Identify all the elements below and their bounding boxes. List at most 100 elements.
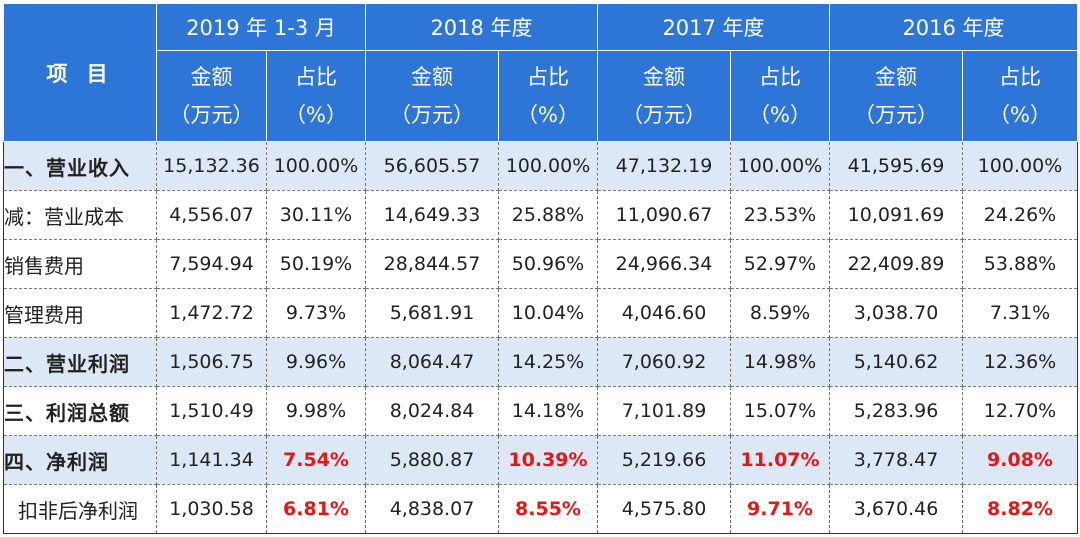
table-row-selling-expense: 销售费用 7,594.94 50.19% 28,844.57 50.96% 24… bbox=[3, 239, 1078, 289]
cell-amount: 5,140.62 bbox=[829, 337, 963, 387]
cell-amount: 3,778.47 bbox=[829, 435, 963, 485]
cell-ratio: 100.00% bbox=[266, 141, 366, 191]
header-item: 项 目 bbox=[3, 3, 157, 142]
ratio-label: 占比 bbox=[999, 65, 1041, 89]
cell-amount: 8,064.47 bbox=[365, 337, 499, 387]
row-label: 二、营业利润 bbox=[3, 337, 157, 387]
header-amount: 金额 （万元） bbox=[156, 50, 267, 142]
header-period-2018: 2018 年度 bbox=[365, 3, 598, 51]
amount-label: 金额 bbox=[875, 65, 917, 89]
amount-unit: （万元） bbox=[622, 103, 706, 127]
header-amount: 金额 （万元） bbox=[597, 50, 731, 142]
table-row-total-profit: 三、利润总额 1,510.49 9.98% 8,024.84 14.18% 7,… bbox=[3, 386, 1078, 436]
cell-ratio: 9.98% bbox=[266, 386, 366, 436]
cell-amount: 3,038.70 bbox=[829, 288, 963, 338]
cell-amount: 4,838.07 bbox=[365, 484, 499, 534]
amount-unit: （万元） bbox=[390, 103, 474, 127]
cell-ratio: 24.26% bbox=[962, 190, 1078, 240]
row-label: 一、营业收入 bbox=[3, 141, 157, 191]
cell-amount: 7,594.94 bbox=[156, 239, 267, 289]
cell-amount: 1,141.34 bbox=[156, 435, 267, 485]
cell-ratio: 100.00% bbox=[962, 141, 1078, 191]
ratio-label: 占比 bbox=[759, 65, 801, 89]
cell-amount: 14,649.33 bbox=[365, 190, 499, 240]
amount-label: 金额 bbox=[190, 65, 233, 89]
cell-amount: 7,101.89 bbox=[597, 386, 731, 436]
cell-ratio: 15.07% bbox=[730, 386, 830, 436]
financial-table: 项 目 2019 年 1-3 月 2018 年度 2017 年度 2016 年度… bbox=[3, 3, 1078, 534]
cell-ratio: 53.88% bbox=[962, 239, 1078, 289]
amount-label: 金额 bbox=[411, 65, 453, 89]
cell-ratio: 8.55% bbox=[498, 484, 598, 534]
cell-ratio: 14.98% bbox=[730, 337, 830, 387]
cell-amount: 8,024.84 bbox=[365, 386, 499, 436]
cell-ratio: 50.96% bbox=[498, 239, 598, 289]
cell-amount: 5,283.96 bbox=[829, 386, 963, 436]
row-label: 三、利润总额 bbox=[3, 386, 157, 436]
cell-amount: 7,060.92 bbox=[597, 337, 731, 387]
cell-ratio: 8.82% bbox=[962, 484, 1078, 534]
header-ratio: 占比 （%） bbox=[266, 50, 366, 142]
cell-amount: 5,681.91 bbox=[365, 288, 499, 338]
cell-ratio: 14.18% bbox=[498, 386, 598, 436]
cell-ratio: 7.31% bbox=[962, 288, 1078, 338]
cell-amount: 1,030.58 bbox=[156, 484, 267, 534]
cell-ratio: 6.81% bbox=[266, 484, 366, 534]
cell-amount: 22,409.89 bbox=[829, 239, 963, 289]
cell-amount: 28,844.57 bbox=[365, 239, 499, 289]
cell-amount: 5,219.66 bbox=[597, 435, 731, 485]
row-label: 扣非后净利润 bbox=[3, 484, 157, 534]
cell-ratio: 11.07% bbox=[730, 435, 830, 485]
table-row-adjusted-net-profit: 扣非后净利润 1,030.58 6.81% 4,838.07 8.55% 4,5… bbox=[3, 484, 1078, 534]
cell-amount: 47,132.19 bbox=[597, 141, 731, 191]
cell-ratio: 25.88% bbox=[498, 190, 598, 240]
cell-amount: 4,556.07 bbox=[156, 190, 267, 240]
row-label: 减：营业成本 bbox=[3, 190, 157, 240]
ratio-label: 占比 bbox=[295, 65, 337, 89]
cell-ratio: 8.59% bbox=[730, 288, 830, 338]
header-ratio: 占比 （%） bbox=[962, 50, 1078, 142]
cell-ratio: 10.04% bbox=[498, 288, 598, 338]
cell-amount: 4,575.80 bbox=[597, 484, 731, 534]
ratio-unit: （%） bbox=[749, 103, 811, 127]
ratio-unit: （%） bbox=[285, 103, 347, 127]
cell-ratio: 100.00% bbox=[730, 141, 830, 191]
header-period-2016: 2016 年度 bbox=[829, 3, 1078, 51]
ratio-unit: （%） bbox=[517, 103, 579, 127]
header-period-2019q1: 2019 年 1-3 月 bbox=[156, 3, 366, 51]
amount-unit: （万元） bbox=[854, 103, 938, 127]
table-row-revenue: 一、营业收入 15,132.36 100.00% 56,605.57 100.0… bbox=[3, 141, 1078, 191]
cell-ratio: 9.73% bbox=[266, 288, 366, 338]
cell-amount: 15,132.36 bbox=[156, 141, 267, 191]
table-row-operating-profit: 二、营业利润 1,506.75 9.96% 8,064.47 14.25% 7,… bbox=[3, 337, 1078, 387]
cell-amount: 11,090.67 bbox=[597, 190, 731, 240]
table-row-admin-expense: 管理费用 1,472.72 9.73% 5,681.91 10.04% 4,04… bbox=[3, 288, 1078, 338]
cell-amount: 1,506.75 bbox=[156, 337, 267, 387]
ratio-unit: （%） bbox=[989, 103, 1051, 127]
cell-ratio: 9.08% bbox=[962, 435, 1078, 485]
cell-amount: 56,605.57 bbox=[365, 141, 499, 191]
cell-amount: 4,046.60 bbox=[597, 288, 731, 338]
cell-amount: 10,091.69 bbox=[829, 190, 963, 240]
header-ratio: 占比 （%） bbox=[498, 50, 598, 142]
cell-amount: 24,966.34 bbox=[597, 239, 731, 289]
table-row-cost: 减：营业成本 4,556.07 30.11% 14,649.33 25.88% … bbox=[3, 190, 1078, 240]
header-period-2017: 2017 年度 bbox=[597, 3, 830, 51]
cell-amount: 3,670.46 bbox=[829, 484, 963, 534]
cell-ratio: 14.25% bbox=[498, 337, 598, 387]
cell-ratio: 10.39% bbox=[498, 435, 598, 485]
header-amount: 金额 （万元） bbox=[829, 50, 963, 142]
cell-ratio: 52.97% bbox=[730, 239, 830, 289]
cell-amount: 41,595.69 bbox=[829, 141, 963, 191]
cell-amount: 1,472.72 bbox=[156, 288, 267, 338]
cell-ratio: 30.11% bbox=[266, 190, 366, 240]
cell-ratio: 12.70% bbox=[962, 386, 1078, 436]
cell-ratio: 23.53% bbox=[730, 190, 830, 240]
table-row-net-profit: 四、净利润 1,141.34 7.54% 5,880.87 10.39% 5,2… bbox=[3, 435, 1078, 485]
amount-label: 金额 bbox=[643, 65, 685, 89]
row-label: 管理费用 bbox=[3, 288, 157, 338]
cell-ratio: 100.00% bbox=[498, 141, 598, 191]
amount-unit: （万元） bbox=[169, 103, 254, 127]
row-label: 四、净利润 bbox=[3, 435, 157, 485]
cell-ratio: 9.71% bbox=[730, 484, 830, 534]
